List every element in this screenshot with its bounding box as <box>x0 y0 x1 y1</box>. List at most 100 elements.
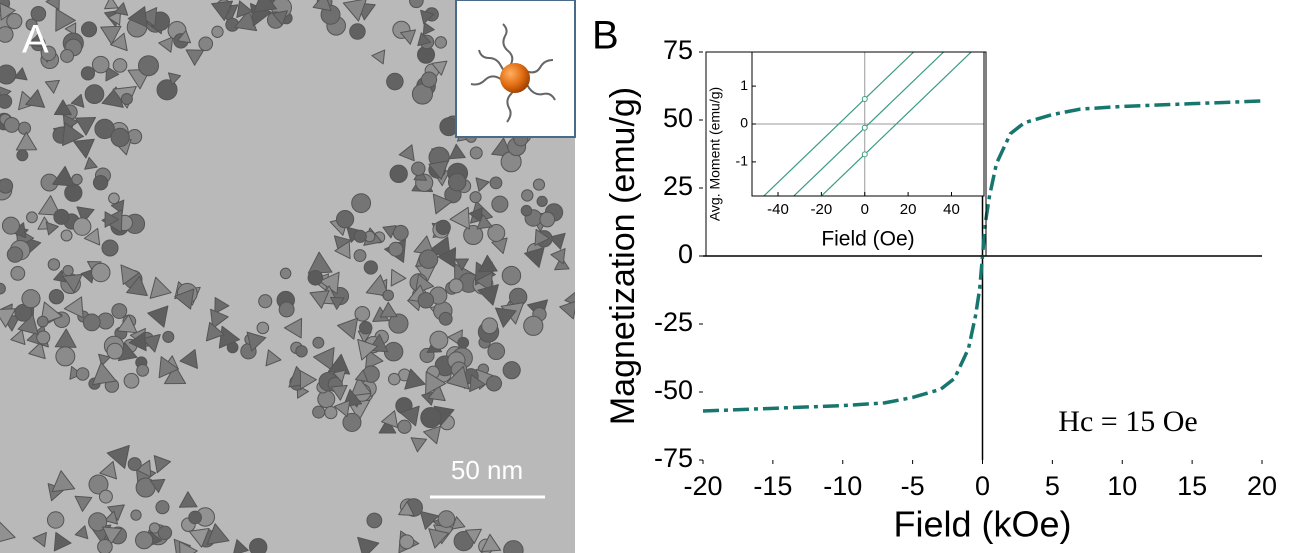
particle <box>351 193 372 214</box>
particle <box>74 525 89 540</box>
particle <box>55 8 76 32</box>
particle <box>74 495 93 512</box>
data-point <box>861 95 868 102</box>
particle <box>550 248 566 265</box>
particle <box>16 149 29 162</box>
particle <box>106 445 130 469</box>
particle <box>381 410 399 429</box>
particle <box>40 45 57 62</box>
particle <box>91 262 111 283</box>
particle <box>476 214 493 230</box>
particle <box>258 294 273 309</box>
particle <box>0 26 14 43</box>
particle <box>108 192 120 205</box>
particle <box>342 0 367 22</box>
particle <box>17 313 39 335</box>
particle <box>1 216 20 235</box>
particle <box>434 36 448 49</box>
particle <box>432 193 453 215</box>
particle <box>72 217 92 236</box>
particle <box>279 267 292 280</box>
particle <box>100 25 122 45</box>
particle <box>92 174 109 191</box>
particle <box>162 330 175 343</box>
particle <box>422 22 435 36</box>
particle <box>62 264 74 277</box>
particle <box>107 10 121 26</box>
particle <box>342 412 362 432</box>
particle <box>149 478 166 493</box>
y-tick-label: 50 <box>663 103 693 133</box>
particle <box>116 314 138 334</box>
particle <box>423 425 441 445</box>
y-tick-label: 0 <box>678 239 693 269</box>
particle <box>480 533 502 552</box>
particle <box>52 165 75 187</box>
particle <box>102 526 123 545</box>
particle <box>409 0 424 9</box>
particle <box>0 178 14 194</box>
particle <box>491 195 509 213</box>
particle <box>487 223 506 242</box>
particle <box>25 89 46 108</box>
particle <box>353 229 367 243</box>
particle <box>357 536 380 553</box>
particle <box>188 510 202 525</box>
particle <box>147 305 169 328</box>
x-tick-label: 40 <box>943 201 960 218</box>
particle <box>357 338 378 361</box>
particle <box>218 325 241 349</box>
particle <box>246 331 267 352</box>
particle <box>446 366 470 390</box>
particle <box>468 207 483 223</box>
y-axis-label: Magnetization (emu/g) <box>604 87 642 425</box>
particle <box>45 0 60 11</box>
panel-label: A <box>22 18 49 62</box>
particle <box>48 289 65 305</box>
particle <box>532 178 546 191</box>
particle <box>312 405 326 419</box>
particle <box>431 60 448 76</box>
y-axis-label: Avg. Moment (emu/g) <box>707 87 723 221</box>
particle <box>82 313 101 332</box>
particle <box>97 538 113 553</box>
particle <box>330 296 345 310</box>
y-tick-label: -25 <box>654 307 693 337</box>
particle <box>157 525 173 540</box>
particle <box>26 211 38 224</box>
particle <box>36 315 49 328</box>
particle <box>521 189 534 202</box>
particle <box>139 7 158 27</box>
particle <box>313 347 335 371</box>
particle <box>536 195 548 208</box>
particle <box>111 303 128 319</box>
particle <box>126 275 148 297</box>
particle <box>149 276 172 299</box>
annotation: Hc = 15 Oe <box>1058 405 1197 438</box>
particle <box>475 177 490 192</box>
particle <box>489 176 503 190</box>
x-tick-label: -15 <box>753 471 792 501</box>
particle <box>55 346 76 367</box>
particle <box>30 6 47 22</box>
particle <box>211 25 224 38</box>
particle <box>417 32 432 47</box>
particle <box>420 9 435 25</box>
particle <box>389 164 408 184</box>
particle <box>249 537 268 553</box>
particle <box>123 372 140 389</box>
particle <box>110 127 130 148</box>
particle <box>481 317 499 335</box>
particle <box>137 55 159 77</box>
x-axis-label: Field (Oe) <box>821 228 914 251</box>
particle <box>104 0 119 10</box>
particle <box>141 334 161 353</box>
particle <box>155 500 170 515</box>
particle <box>36 330 51 345</box>
particle <box>454 258 469 271</box>
y-tick-label: -75 <box>654 443 693 473</box>
particle <box>84 84 105 104</box>
particle <box>349 23 366 40</box>
